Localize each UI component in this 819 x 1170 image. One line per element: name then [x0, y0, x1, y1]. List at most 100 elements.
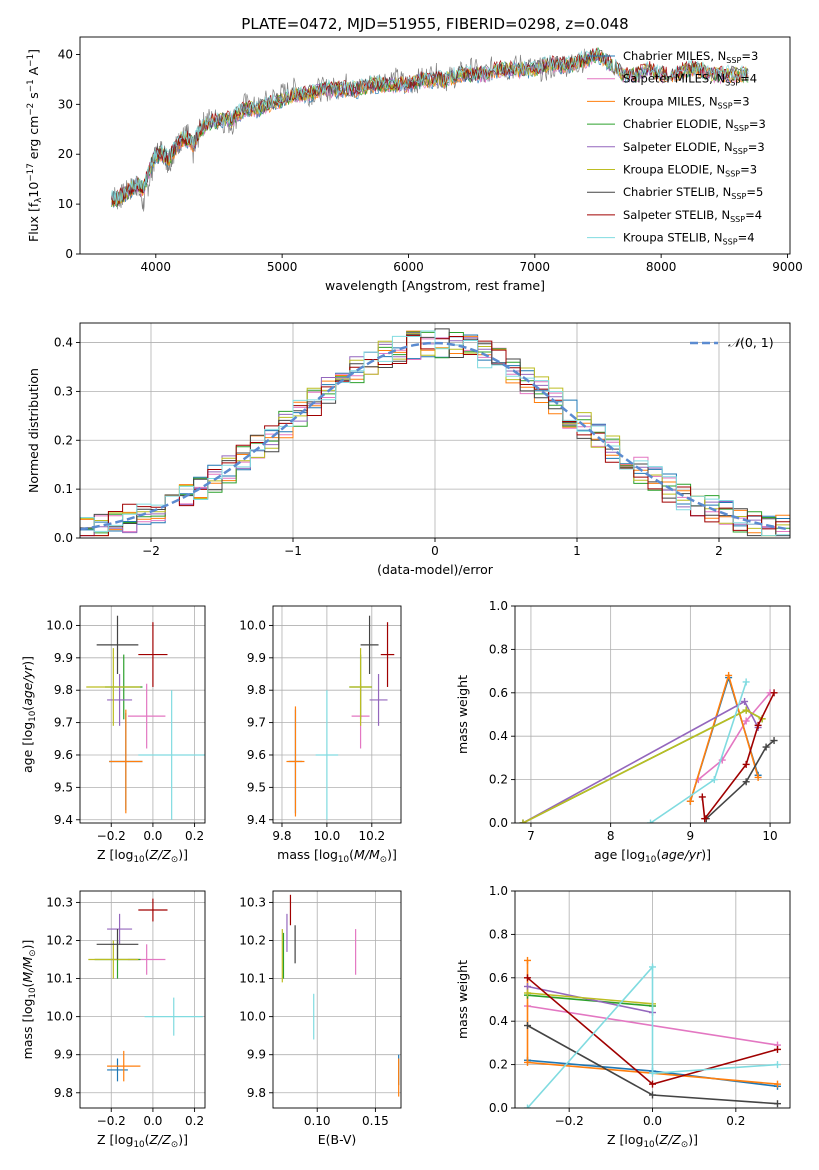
x-axis-label: (data-model)/error	[377, 562, 494, 577]
x-axis-label: Z [log10​(Z/Z⊙​)]	[97, 847, 188, 865]
mass-weight-series	[650, 681, 747, 823]
legend-label: Chabrier STELIB, NSSP​=5	[623, 185, 763, 201]
y-tick-label: 9.4	[247, 813, 266, 827]
y-tick-label: 9.4	[54, 813, 73, 827]
chart-spectrum: Chabrier MILES, NSSP​=3 Salpeter MILES, N…	[26, 36, 803, 293]
x-tick-label: −2	[142, 544, 160, 558]
x-axis-label: Z [log10​(Z/Z⊙​)]	[97, 1132, 188, 1150]
chart-mass-vs-Z: −0.2 0.0 0.2 9.8 9.9 10.0 10.1 10.2 10.3 Z [log10…	[20, 890, 206, 1150]
x-tick-label: −0.2	[97, 829, 126, 843]
y-tick-label: 0.6	[489, 971, 508, 985]
x-tick-label: 7	[527, 829, 535, 843]
y-tick-label: 1.0	[489, 599, 508, 613]
plot-area	[86, 615, 205, 820]
mass-weight-series	[522, 709, 763, 823]
y-tick-label: 9.7	[54, 716, 73, 730]
x-tick-label: 10	[762, 829, 777, 843]
y-tick-label: 0.1	[54, 482, 73, 496]
chart-residual-hist: 𝒩(0, 1) −2 −1 0 1 2 0.0 0.1 0.2 0.3 0.4 (data-model…	[26, 322, 791, 577]
y-tick-label: 9.9	[247, 651, 266, 665]
x-tick-label: 0	[431, 544, 439, 558]
y-tick-label: 9.8	[54, 1086, 73, 1100]
x-tick-label: 0.0	[143, 829, 162, 843]
x-tick-label: 8	[607, 829, 615, 843]
x-tick-label: 0.2	[185, 829, 204, 843]
legend-label: Kroupa ELODIE, NSSP​=3	[623, 163, 757, 179]
legend-label: Kroupa MILES, NSSP​=3	[623, 94, 750, 110]
x-tick-label: 0.0	[643, 1114, 662, 1128]
x-tick-label: 1	[573, 544, 581, 558]
x-tick-label: 9.8	[272, 829, 291, 843]
y-tick-label: 0.8	[489, 927, 508, 941]
y-tick-label: 10	[58, 197, 73, 211]
chart-massweight-vs-Z: −0.2 0.0 0.2 0.0 0.2 0.4 0.6 0.8 1.0 Z [log10​(Z/…	[455, 884, 791, 1150]
x-axis-label: Z [log10​(Z/Z⊙​)]	[607, 1132, 698, 1150]
axes-frame	[514, 605, 791, 824]
x-axis-label: E(B-V)	[318, 1132, 357, 1147]
y-tick-label: 10.3	[46, 895, 73, 909]
x-tick-label: 2	[715, 544, 723, 558]
y-axis-label: age [log10​(age/yr)]	[20, 656, 38, 773]
y-tick-label: 1.0	[489, 884, 508, 898]
x-tick-label: 0.2	[726, 1114, 745, 1128]
x-tick-label: 5000	[267, 260, 298, 274]
legend: Chabrier MILES, NSSP​=3 Salpeter MILES, N…	[587, 49, 766, 247]
axes-frame	[79, 605, 206, 824]
legend-label: Salpeter ELODIE, NSSP​=3	[623, 140, 765, 156]
mass-weight-series	[705, 739, 775, 820]
mass-weight-series	[526, 964, 778, 1108]
mass-weight-series	[527, 985, 653, 1014]
y-tick-label: 0.2	[54, 433, 73, 447]
x-axis-label: mass [log10​(M/M⊙​)]	[277, 847, 397, 865]
mass-weight-series	[697, 692, 771, 781]
legend-label: Salpeter MILES, NSSP​=4	[623, 72, 757, 88]
y-tick-label: 10.0	[46, 618, 73, 632]
y-tick-label: 9.5	[247, 780, 266, 794]
plot-area	[111, 46, 749, 212]
y-tick-label: 9.9	[247, 1048, 266, 1062]
y-tick-label: 0.0	[489, 816, 508, 830]
y-tick-label: 0	[65, 247, 73, 261]
plot-area	[88, 898, 203, 1082]
legend-label: Salpeter STELIB, NSSP​=4	[623, 208, 762, 224]
y-tick-label: 0.6	[489, 686, 508, 700]
y-tick-label: 40	[58, 47, 73, 61]
y-tick-label: 9.8	[54, 683, 73, 697]
x-tick-label: −0.2	[555, 1114, 584, 1128]
x-tick-label: 0.15	[362, 1114, 389, 1128]
legend: 𝒩(0, 1)	[690, 335, 774, 350]
x-tick-label: 0.0	[143, 1114, 162, 1128]
y-tick-label: 10.0	[239, 1010, 266, 1024]
histogram-series	[80, 330, 790, 538]
chart-mass-vs-ebv: 0.10 0.15 9.8 9.9 10.0 10.1 10.2 10.3 E(B-V)	[239, 890, 402, 1147]
normal-curve	[80, 341, 790, 531]
x-tick-label: 6000	[393, 260, 424, 274]
plot-area	[80, 328, 790, 538]
axes-frame	[79, 890, 206, 1109]
y-tick-label: 10.2	[239, 933, 266, 947]
y-tick-label: 0.2	[489, 773, 508, 787]
y-tick-label: 10.1	[46, 972, 73, 986]
x-tick-label: 9	[687, 829, 695, 843]
panels: Chabrier MILES, NSSP​=3 Salpeter MILES, N…	[20, 36, 803, 1150]
y-axis-label: Normed distribution	[26, 368, 41, 493]
axes-frame	[272, 605, 402, 824]
y-tick-label: 0.4	[489, 1014, 508, 1028]
axes-frame	[79, 36, 791, 255]
y-tick-label: 30	[58, 97, 73, 111]
plot-area	[286, 615, 395, 820]
legend-label: Chabrier MILES, NSSP​=3	[623, 49, 758, 65]
plot-area	[281, 894, 400, 1097]
y-tick-label: 0.2	[489, 1058, 508, 1072]
y-axis-label: mass weight	[455, 960, 470, 1039]
x-axis-label: wavelength [Angstrom, rest frame]	[325, 278, 545, 293]
y-tick-label: 0.3	[54, 384, 73, 398]
plot-area	[519, 671, 778, 823]
x-tick-label: 0.2	[185, 1114, 204, 1128]
y-tick-label: 9.8	[247, 1086, 266, 1100]
y-tick-label: 9.7	[247, 716, 266, 730]
chart-massweight-vs-age: 7 8 9 10 0.0 0.2 0.4 0.6 0.8 1.0 age [log10​(age/y…	[455, 599, 791, 865]
y-tick-label: 10.2	[46, 933, 73, 947]
y-axis-label: mass weight	[455, 675, 470, 754]
